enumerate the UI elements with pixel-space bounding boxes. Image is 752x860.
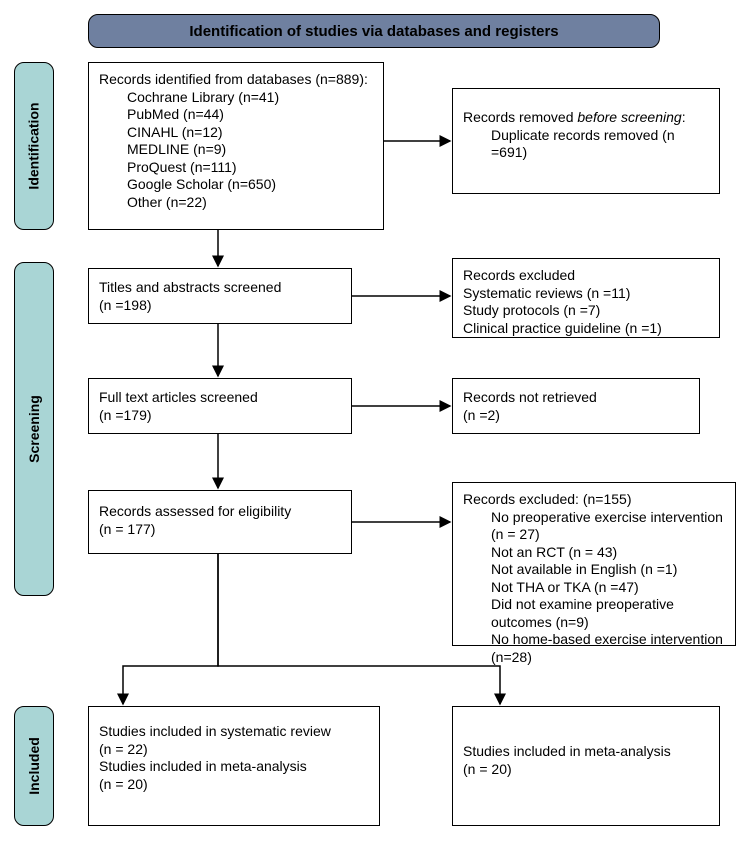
ex1-line3: Study protocols (n =7): [463, 302, 709, 320]
flowchart-canvas: Identification of studies via databases …: [0, 0, 752, 860]
src-4: ProQuest (n=111): [99, 159, 373, 177]
nr-line2: (n =2): [463, 407, 689, 425]
header-bar: Identification of studies via databases …: [88, 14, 660, 48]
stage-identification-label: Identification: [26, 102, 42, 189]
box-removed-before: Records removed before screening: Duplic…: [452, 88, 720, 194]
ex2-r4: Did not examine preoperative outcomes (n…: [463, 596, 725, 631]
removed-before-line1: Records removed before screening:: [463, 109, 709, 127]
ex2-title: Records excluded: (n=155): [463, 491, 725, 509]
src-6: Other (n=22): [99, 194, 373, 212]
ex1-line2: Systematic reviews (n =11): [463, 285, 709, 303]
removed-before-detail: Duplicate records removed (n =691): [463, 127, 709, 162]
titles-line2: (n =198): [99, 297, 341, 315]
ex2-r2: Not available in English (n =1): [463, 561, 725, 579]
ex2-r5: No home-based exercise intervention (n=2…: [463, 631, 725, 666]
sys-line1: Studies included in systematic review: [99, 723, 369, 741]
sys-line2: (n = 22): [99, 741, 369, 759]
box-fulltext: Full text articles screened (n =179): [88, 378, 352, 434]
sys-line3: Studies included in meta-analysis: [99, 758, 369, 776]
box-excluded-2: Records excluded: (n=155) No preoperativ…: [452, 482, 736, 646]
ex1-line4: Clinical practice guideline (n =1): [463, 320, 709, 338]
box-excluded-1: Records excluded Systematic reviews (n =…: [452, 258, 720, 338]
src-1: PubMed (n=44): [99, 106, 373, 124]
meta-line2: (n = 20): [463, 761, 709, 779]
ft-line2: (n =179): [99, 407, 341, 425]
src-5: Google Scholar (n=650): [99, 176, 373, 194]
el-line2: (n = 177): [99, 521, 341, 539]
box-eligibility: Records assessed for eligibility (n = 17…: [88, 490, 352, 554]
el-line1: Records assessed for eligibility: [99, 503, 341, 521]
rb-b: before screening: [577, 109, 681, 125]
ex1-line1: Records excluded: [463, 267, 709, 285]
stage-screening: Screening: [14, 262, 54, 596]
ft-line1: Full text articles screened: [99, 389, 341, 407]
stage-identification: Identification: [14, 62, 54, 230]
box-titles-screened: Titles and abstracts screened (n =198): [88, 268, 352, 324]
rb-a: Records removed: [463, 109, 577, 125]
header-text: Identification of studies via databases …: [189, 23, 558, 40]
meta-line1: Studies included in meta-analysis: [463, 743, 709, 761]
box-not-retrieved: Records not retrieved (n =2): [452, 378, 700, 434]
ex2-r3: Not THA or TKA (n =47): [463, 579, 725, 597]
rb-c: :: [682, 109, 686, 125]
nr-line1: Records not retrieved: [463, 389, 689, 407]
box-identification: Records identified from databases (n=889…: [88, 62, 384, 230]
titles-line1: Titles and abstracts screened: [99, 279, 341, 297]
src-3: MEDLINE (n=9): [99, 141, 373, 159]
stage-included: Included: [14, 706, 54, 826]
ex2-r1: Not an RCT (n = 43): [463, 544, 725, 562]
ex2-r0: No preoperative exercise intervention (n…: [463, 509, 725, 544]
identification-title: Records identified from databases (n=889…: [99, 71, 373, 89]
src-0: Cochrane Library (n=41): [99, 89, 373, 107]
stage-included-label: Included: [26, 737, 42, 795]
box-systematic: Studies included in systematic review (n…: [88, 706, 380, 826]
src-2: CINAHL (n=12): [99, 124, 373, 142]
stage-screening-label: Screening: [26, 395, 42, 463]
box-meta: Studies included in meta-analysis (n = 2…: [452, 706, 720, 826]
sys-line4: (n = 20): [99, 776, 369, 794]
